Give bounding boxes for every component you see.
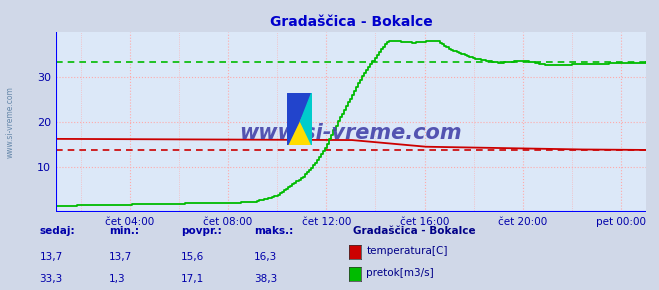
Text: min.:: min.: <box>109 226 139 236</box>
Text: temperatura[C]: temperatura[C] <box>366 246 448 256</box>
Text: www.si-vreme.com: www.si-vreme.com <box>240 123 462 143</box>
Title: Gradaščica - Bokalce: Gradaščica - Bokalce <box>270 15 432 29</box>
Text: 13,7: 13,7 <box>109 252 132 262</box>
Text: Gradaščica - Bokalce: Gradaščica - Bokalce <box>353 226 475 236</box>
Text: www.si-vreme.com: www.si-vreme.com <box>5 86 14 158</box>
Text: 15,6: 15,6 <box>181 252 204 262</box>
Text: pretok[m3/s]: pretok[m3/s] <box>366 268 434 278</box>
Text: 16,3: 16,3 <box>254 252 277 262</box>
Text: 17,1: 17,1 <box>181 274 204 284</box>
Polygon shape <box>287 93 312 145</box>
Text: povpr.:: povpr.: <box>181 226 222 236</box>
Text: sedaj:: sedaj: <box>40 226 75 236</box>
Polygon shape <box>287 93 312 145</box>
Text: 13,7: 13,7 <box>40 252 63 262</box>
Text: 33,3: 33,3 <box>40 274 63 284</box>
Text: 38,3: 38,3 <box>254 274 277 284</box>
Text: 1,3: 1,3 <box>109 274 125 284</box>
Text: maks.:: maks.: <box>254 226 293 236</box>
Polygon shape <box>301 93 312 145</box>
